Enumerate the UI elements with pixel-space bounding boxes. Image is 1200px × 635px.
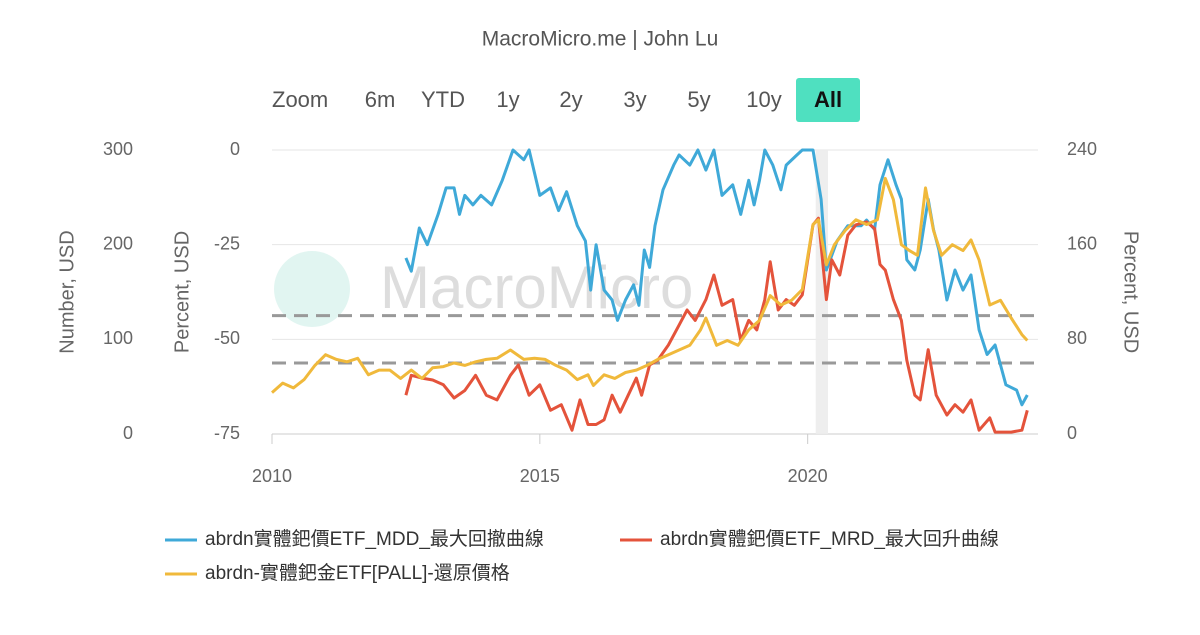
y-axis-title: Percent, USD <box>171 231 193 353</box>
x-tick-label: 2015 <box>520 466 560 486</box>
y-tick-label: -25 <box>214 233 240 253</box>
watermark: MacroMicro <box>380 254 693 321</box>
legend-item[interactable]: abrdn-實體鈀金ETF[PALL]-還原價格 <box>165 562 510 584</box>
legend-item[interactable]: abrdn實體鈀價ETF_MRD_最大回升曲線 <box>620 528 999 550</box>
y2-tick-label: 80 <box>1067 328 1087 348</box>
x-tick-label: 2010 <box>252 466 292 486</box>
y2-tick-label: 160 <box>1067 233 1097 253</box>
series-line <box>271 176 1029 394</box>
series-line <box>404 216 1029 434</box>
x-tick-label: 2020 <box>788 466 828 486</box>
legend-label: abrdn實體鈀價ETF_MRD_最大回升曲線 <box>660 528 999 550</box>
range-button[interactable]: 1y <box>496 87 519 112</box>
range-button[interactable]: All <box>814 87 842 112</box>
y2-tick-label: 0 <box>1067 423 1077 443</box>
y3-tick-label: 100 <box>103 328 133 348</box>
y2-axis-title: Percent, USD <box>1120 231 1142 353</box>
y3-tick-label: 0 <box>123 423 133 443</box>
y-tick-label: -50 <box>214 328 240 348</box>
chart-title: MacroMicro.me | John Lu <box>482 28 719 51</box>
range-button[interactable]: 6m <box>365 87 396 112</box>
y-tick-label: -75 <box>214 423 240 443</box>
legend-label: abrdn實體鈀價ETF_MDD_最大回撤曲線 <box>205 528 544 550</box>
legend-label: abrdn-實體鈀金ETF[PALL]-還原價格 <box>205 562 510 584</box>
y2-tick-label: 240 <box>1067 139 1097 159</box>
range-button-bg <box>796 78 860 122</box>
y3-axis-title: Number, USD <box>56 230 78 353</box>
y-tick-label: 0 <box>230 139 240 159</box>
y3-tick-label: 200 <box>103 233 133 253</box>
watermark-logo <box>274 251 350 327</box>
range-button[interactable]: 2y <box>559 87 582 112</box>
zoom-label: Zoom <box>272 87 328 112</box>
y3-tick-label: 300 <box>103 139 133 159</box>
range-button[interactable]: 10y <box>746 87 781 112</box>
range-button[interactable]: 5y <box>687 87 710 112</box>
legend-item[interactable]: abrdn實體鈀價ETF_MDD_最大回撤曲線 <box>165 528 544 550</box>
range-button[interactable]: YTD <box>421 87 465 112</box>
series-line <box>404 148 1029 407</box>
range-button[interactable]: 3y <box>623 87 646 112</box>
